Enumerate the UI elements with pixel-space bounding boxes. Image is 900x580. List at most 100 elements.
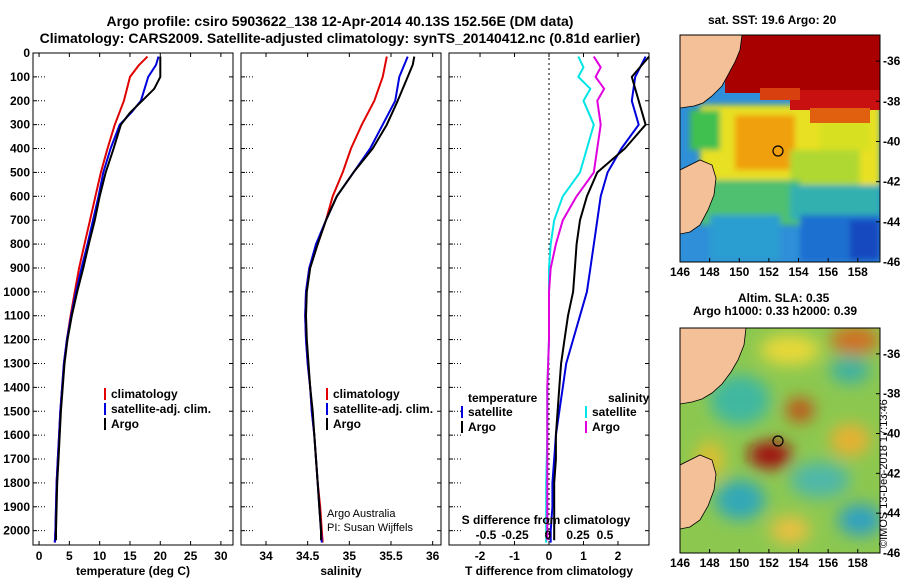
x-tick-label: 30 bbox=[214, 549, 228, 563]
depth-tick-label: 400 bbox=[10, 142, 30, 156]
x-tick-label: 35 bbox=[343, 549, 357, 563]
sst-argo-marker bbox=[772, 145, 784, 157]
x-axis-label: salinity bbox=[320, 564, 362, 578]
x-tick-label: 0 bbox=[36, 549, 43, 563]
s-diff-tick-label: -0.5 bbox=[476, 528, 497, 542]
map-lon-label: 154 bbox=[789, 556, 809, 570]
series-line-temperature-argo bbox=[553, 55, 650, 541]
map-lon-label: 152 bbox=[759, 265, 779, 279]
depth-tick-label: 1700 bbox=[3, 452, 30, 466]
series-line-salinity-argo bbox=[546, 56, 606, 541]
legend-label: satellite bbox=[468, 405, 513, 419]
legend-heading-salinity: salinity bbox=[608, 391, 650, 405]
sst-map bbox=[680, 35, 880, 262]
s-diff-tick-label: 0.25 bbox=[566, 528, 590, 542]
legend-label: climatology bbox=[111, 387, 178, 401]
x-axis-label: T difference from climatology bbox=[465, 564, 633, 578]
legend-label: satellite-adj. clim. bbox=[333, 402, 433, 416]
depth-tick-label: 300 bbox=[10, 118, 30, 132]
sla-map-title: Altim. SLA: 0.35 bbox=[738, 291, 830, 305]
depth-tick-label: 1300 bbox=[3, 356, 30, 370]
depth-tick-label: 100 bbox=[10, 70, 30, 84]
depth-tick-label: 2000 bbox=[3, 524, 30, 538]
legend-label: satellite-adj. clim. bbox=[111, 402, 211, 416]
map-lon-label: 148 bbox=[700, 556, 720, 570]
map-lon-label: 156 bbox=[818, 556, 838, 570]
series-line-satellite-adj-clim- bbox=[53, 56, 160, 543]
map-lon-label: 158 bbox=[848, 556, 868, 570]
sst-map-ticks: 146 148 150 152 154 156 158 -36 -38 -40 -42 -44 -46 bbox=[670, 54, 900, 279]
map-lat-label: -46 bbox=[883, 546, 900, 560]
depth-tick-label: 0 bbox=[23, 46, 30, 60]
map-lon-label: 156 bbox=[818, 265, 838, 279]
depth-tick-label: 1400 bbox=[3, 380, 30, 394]
depth-tick-label: 700 bbox=[10, 213, 30, 227]
depth-tick-label: 1200 bbox=[3, 333, 30, 347]
x-tick-label: 34 bbox=[259, 549, 273, 563]
sla-map-ticks: 146 148 150 152 154 156 158 -36 -38 -40 -42 -44 -46 bbox=[670, 347, 900, 570]
panel-frame bbox=[240, 52, 442, 546]
s-diff-tick-label: 0.5 bbox=[597, 528, 614, 542]
map-lat-label: -44 bbox=[883, 215, 900, 229]
sst-map-title: sat. SST: 19.6 Argo: 20 bbox=[708, 13, 837, 27]
profile-panel-1: 0100200300400500600700800900100011001200… bbox=[3, 46, 234, 578]
map-lat-label: -42 bbox=[883, 466, 900, 480]
x-tick-label: 35.5 bbox=[379, 549, 403, 563]
series-line-satellite-adj-clim- bbox=[304, 56, 409, 543]
legend-label: Argo bbox=[468, 420, 496, 434]
x-tick-label: 34.5 bbox=[296, 549, 320, 563]
legend-label: Argo bbox=[111, 417, 139, 431]
x-tick-label: 36 bbox=[426, 549, 440, 563]
chart-title-line1: Argo profile: csiro 5903622_138 12-Apr-2… bbox=[106, 13, 574, 29]
x-tick-label: -2 bbox=[475, 549, 486, 563]
panel-frame bbox=[32, 52, 234, 546]
depth-tick-label: 800 bbox=[10, 237, 30, 251]
map-lat-label: -40 bbox=[883, 427, 900, 441]
x-tick-label: 15 bbox=[123, 549, 137, 563]
map-lon-label: 152 bbox=[759, 556, 779, 570]
series-line-temperature-satellite bbox=[549, 56, 647, 543]
sla-map-subtitle: Argo h1000: 0.33 h2000: 0.39 bbox=[693, 304, 858, 318]
x-tick-label: 25 bbox=[184, 549, 198, 563]
profile-panel-2: 34 34.5 35 35.5 36 salinity climatologysatelli… bbox=[240, 52, 442, 578]
map-lat-label: -46 bbox=[883, 255, 900, 269]
depth-tick-label: 1600 bbox=[3, 428, 30, 442]
depth-tick-label: 1000 bbox=[3, 285, 30, 299]
credit-text: PI: Susan Wijffels bbox=[327, 522, 413, 534]
depth-tick-label: 1800 bbox=[3, 476, 30, 490]
map-lon-label: 148 bbox=[700, 265, 720, 279]
map-lon-label: 158 bbox=[848, 265, 868, 279]
x-tick-label: 2 bbox=[615, 549, 622, 563]
x-tick-label: 20 bbox=[154, 549, 168, 563]
map-lat-label: -42 bbox=[883, 175, 900, 189]
map-lon-label: 146 bbox=[670, 556, 690, 570]
sla-argo-marker bbox=[772, 435, 784, 447]
series-line-argo bbox=[305, 56, 416, 541]
credit-text: Argo Australia bbox=[327, 508, 396, 520]
depth-tick-label: 500 bbox=[10, 165, 30, 179]
x-tick-label: 1 bbox=[580, 549, 587, 563]
x-tick-label: 5 bbox=[66, 549, 73, 563]
x-tick-label: 10 bbox=[93, 549, 107, 563]
depth-tick-label: 600 bbox=[10, 189, 30, 203]
map-lat-label: -38 bbox=[883, 387, 900, 401]
series-line-climatology bbox=[53, 55, 149, 543]
depth-tick-label: 900 bbox=[10, 261, 30, 275]
legend-heading-temperature: temperature bbox=[468, 391, 538, 405]
map-lat-label: -36 bbox=[883, 54, 900, 68]
map-lat-label: -38 bbox=[883, 94, 900, 108]
legend-label: climatology bbox=[333, 387, 400, 401]
s-diff-axis-label: S difference from climatology bbox=[462, 513, 631, 527]
depth-tick-label: 1900 bbox=[3, 500, 30, 514]
s-diff-tick-label: 0 bbox=[545, 528, 552, 542]
map-lon-label: 154 bbox=[789, 265, 809, 279]
x-tick-label: -1 bbox=[509, 549, 520, 563]
depth-tick-label: 1100 bbox=[4, 309, 30, 323]
map-lat-label: -40 bbox=[883, 134, 900, 148]
series-line-argo bbox=[55, 56, 162, 541]
map-lat-label: -36 bbox=[883, 347, 900, 361]
sla-map bbox=[680, 328, 880, 553]
imos-timestamp: ©IMOS 13-Dec-2018 17:13:46 bbox=[878, 399, 890, 548]
depth-tick-label: 1500 bbox=[3, 404, 30, 418]
